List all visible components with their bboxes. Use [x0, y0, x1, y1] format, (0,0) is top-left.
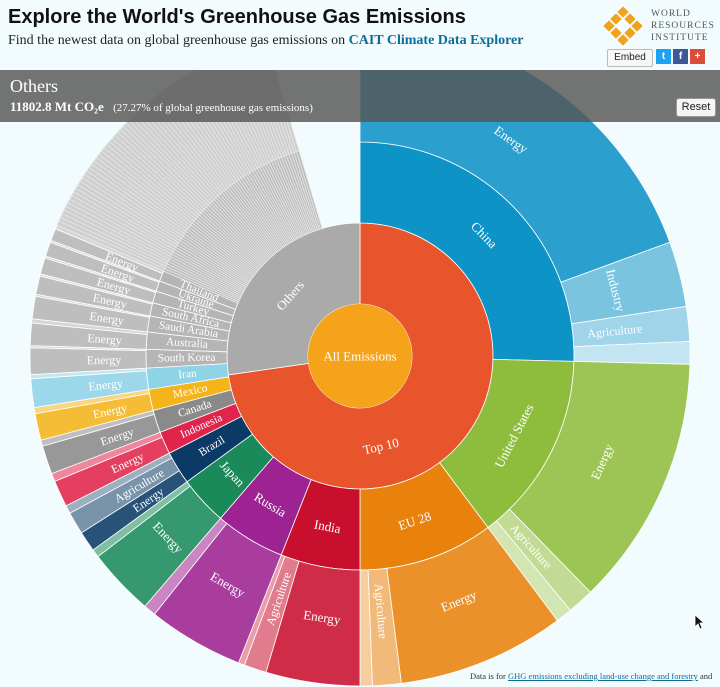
wri-logo-text: WORLD RESOURCES INSTITUTE — [651, 9, 715, 43]
chart-area: Top 10 Others China Energy Industry Agricultu… — [0, 70, 720, 687]
country-label: Australia — [165, 336, 208, 351]
info-name: Others — [10, 76, 58, 96]
cait-link[interactable]: CAIT Climate Data Explorer — [348, 33, 524, 48]
country-label: India — [313, 517, 342, 537]
subtitle-text: Find the newest data on global greenhous… — [8, 33, 346, 48]
center-all-emissions[interactable] — [308, 304, 412, 408]
footnote-suffix: and — [699, 671, 713, 681]
embed-button[interactable]: Embed — [607, 49, 653, 67]
sector-label: Agriculture — [587, 321, 643, 340]
footnote-prefix: Data is for — [470, 671, 506, 681]
sector-label: Energy — [302, 607, 342, 627]
page-subtitle: Find the newest data on global greenhous… — [8, 33, 523, 49]
sector-energy-arc[interactable] — [359, 70, 671, 283]
wri-logo-icon — [603, 6, 643, 46]
info-value-text: 11802.8 Mt CO₂e — [10, 99, 104, 114]
page-title: Explore the World's Greenhouse Gas Emiss… — [8, 6, 466, 28]
center-label: All Emissions — [323, 349, 396, 364]
google-plus-icon[interactable]: + — [690, 49, 705, 64]
facebook-icon[interactable]: f — [673, 49, 688, 64]
info-value: 11802.8 Mt CO₂e (27.27% of global greenh… — [10, 99, 313, 115]
sector-label: Energy — [89, 309, 125, 328]
footnote: Data is for GHG emissions excluding land… — [470, 671, 718, 681]
sector-label: Energy — [88, 376, 124, 394]
info-bar: Others 11802.8 Mt CO₂e (27.27% of global… — [0, 70, 720, 122]
country-label: Iran — [178, 368, 198, 382]
sunburst-chart: Top 10OthersChinaEnergyIndustryAgricultu… — [29, 70, 691, 687]
twitter-icon[interactable]: t — [656, 49, 671, 64]
info-percent: (27.27% of global greenhouse gas emissio… — [113, 102, 313, 114]
sector-label: Agriculture — [372, 583, 390, 639]
header: Explore the World's Greenhouse Gas Emiss… — [0, 0, 720, 70]
reset-button[interactable]: Reset — [676, 98, 716, 117]
sector-label: Energy — [87, 331, 122, 347]
sector-label: Energy — [87, 353, 122, 368]
country-label: South Korea — [158, 352, 216, 365]
footnote-link[interactable]: GHG emissions excluding land-use change … — [508, 671, 698, 681]
mouse-cursor-icon — [694, 614, 704, 630]
